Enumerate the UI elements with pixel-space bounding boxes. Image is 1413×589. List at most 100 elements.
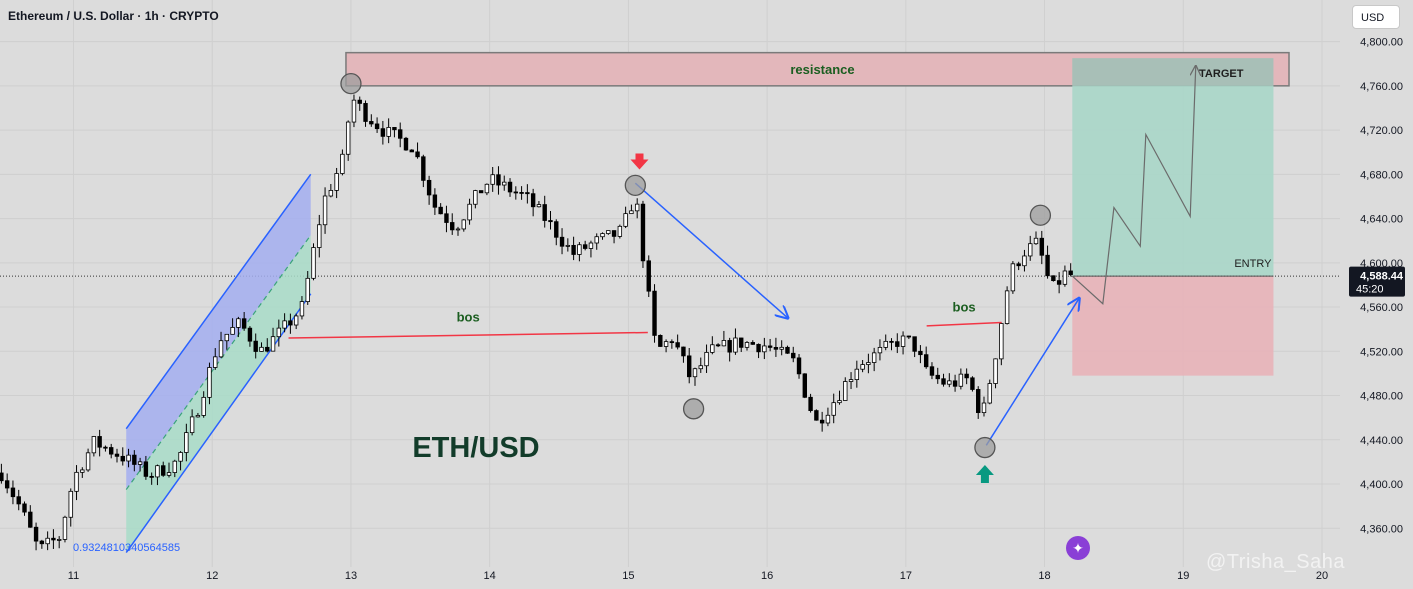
candle-down [241,318,247,329]
candle-up [74,471,79,492]
candle-up [207,367,212,398]
candle-up [137,461,143,465]
candle-up [68,490,73,518]
candle-up [293,315,299,326]
y-tick-label: 4,680.00 [1360,169,1403,181]
candle-down [923,354,929,368]
candle-up [311,247,316,279]
candle-down [935,374,940,380]
candle-down [374,123,380,130]
candle-down [1039,237,1044,256]
target-overlap-zone [1072,58,1274,86]
candle-up [958,373,964,387]
candle-down [548,220,553,223]
projection-path [1071,66,1195,305]
candle-up [617,225,623,237]
candle-down [1045,254,1050,277]
candle-down [409,149,414,153]
candle-up [276,327,282,338]
x-tick-label: 14 [484,570,496,582]
candle-down [1056,280,1062,285]
candle-down [357,99,362,104]
candle-up [1010,263,1016,292]
candle-down [640,203,646,262]
candle-up [172,460,177,473]
swing-point-circle [682,398,705,420]
candle-down [715,344,721,347]
candle-down [132,454,137,465]
candle-up [282,320,287,329]
candle-down [265,346,270,352]
candle-up [623,213,628,227]
candle-up [733,337,738,353]
currency-button[interactable]: USD [1352,5,1400,29]
candle-up [721,340,727,347]
candle-down [918,350,923,356]
y-tick-label: 4,720.00 [1360,125,1403,137]
target-label: TARGET [1199,68,1244,80]
candle-down [450,222,455,231]
candle-down [363,103,368,122]
y-tick-label: 4,640.00 [1360,214,1403,226]
candle-up [1033,237,1039,245]
candle-up [322,195,328,226]
candle-down [750,342,755,345]
candle-down [611,230,617,237]
x-tick-label: 12 [206,570,218,582]
bos-line [288,331,648,339]
candle-down [819,419,825,424]
candle-up [62,516,68,540]
candle-up [305,277,310,303]
chart-title: ETH/USD [412,432,539,464]
candle-up [999,323,1004,360]
candle-down [739,337,744,348]
candle-up [45,537,50,545]
candle-up [178,452,183,462]
candle-up [744,342,750,348]
candle-up [386,127,391,137]
candle-down [1068,270,1073,275]
swing-point-circle [624,174,646,197]
channel-upper-line [125,173,312,430]
candle-up [461,219,466,230]
candle-down [895,341,900,347]
candle-down [0,472,4,482]
candle-down [791,352,796,359]
candle-down [976,389,981,414]
y-tick-label: 4,520.00 [1360,346,1403,358]
candle-up [536,204,542,208]
candle-down [1016,263,1021,267]
candle-up [987,383,992,404]
down-arrow-icon [630,153,649,170]
candle-down [161,465,166,476]
candle-down [571,244,576,255]
x-tick-label: 17 [900,570,912,582]
bos-label: bos [953,300,976,315]
y-tick-label: 4,480.00 [1360,391,1403,403]
candle-down [288,320,293,326]
candle-up [351,99,357,123]
x-tick-label: 15 [622,570,634,582]
last-price-label: 4,588.44 [1360,271,1404,283]
candle-down [33,526,39,542]
candle-up [947,380,952,385]
candle-up [779,346,784,350]
candle-down [149,475,154,478]
channel-mid-line [125,234,312,490]
candle-countdown-label: 45:20 [1356,284,1384,296]
candle-up [299,301,305,317]
candle-down [681,346,686,357]
candle-up [484,183,490,194]
candle-up [270,336,276,352]
candle-down [970,377,975,390]
candle-down [675,342,680,348]
candle-up [594,236,599,244]
x-tick-label: 13 [345,570,357,582]
candlestick-series [0,94,1073,551]
candle-up [184,432,189,453]
candle-down [964,373,969,379]
candle-down [525,192,530,195]
candle-down [507,181,513,193]
candle-down [646,260,651,292]
